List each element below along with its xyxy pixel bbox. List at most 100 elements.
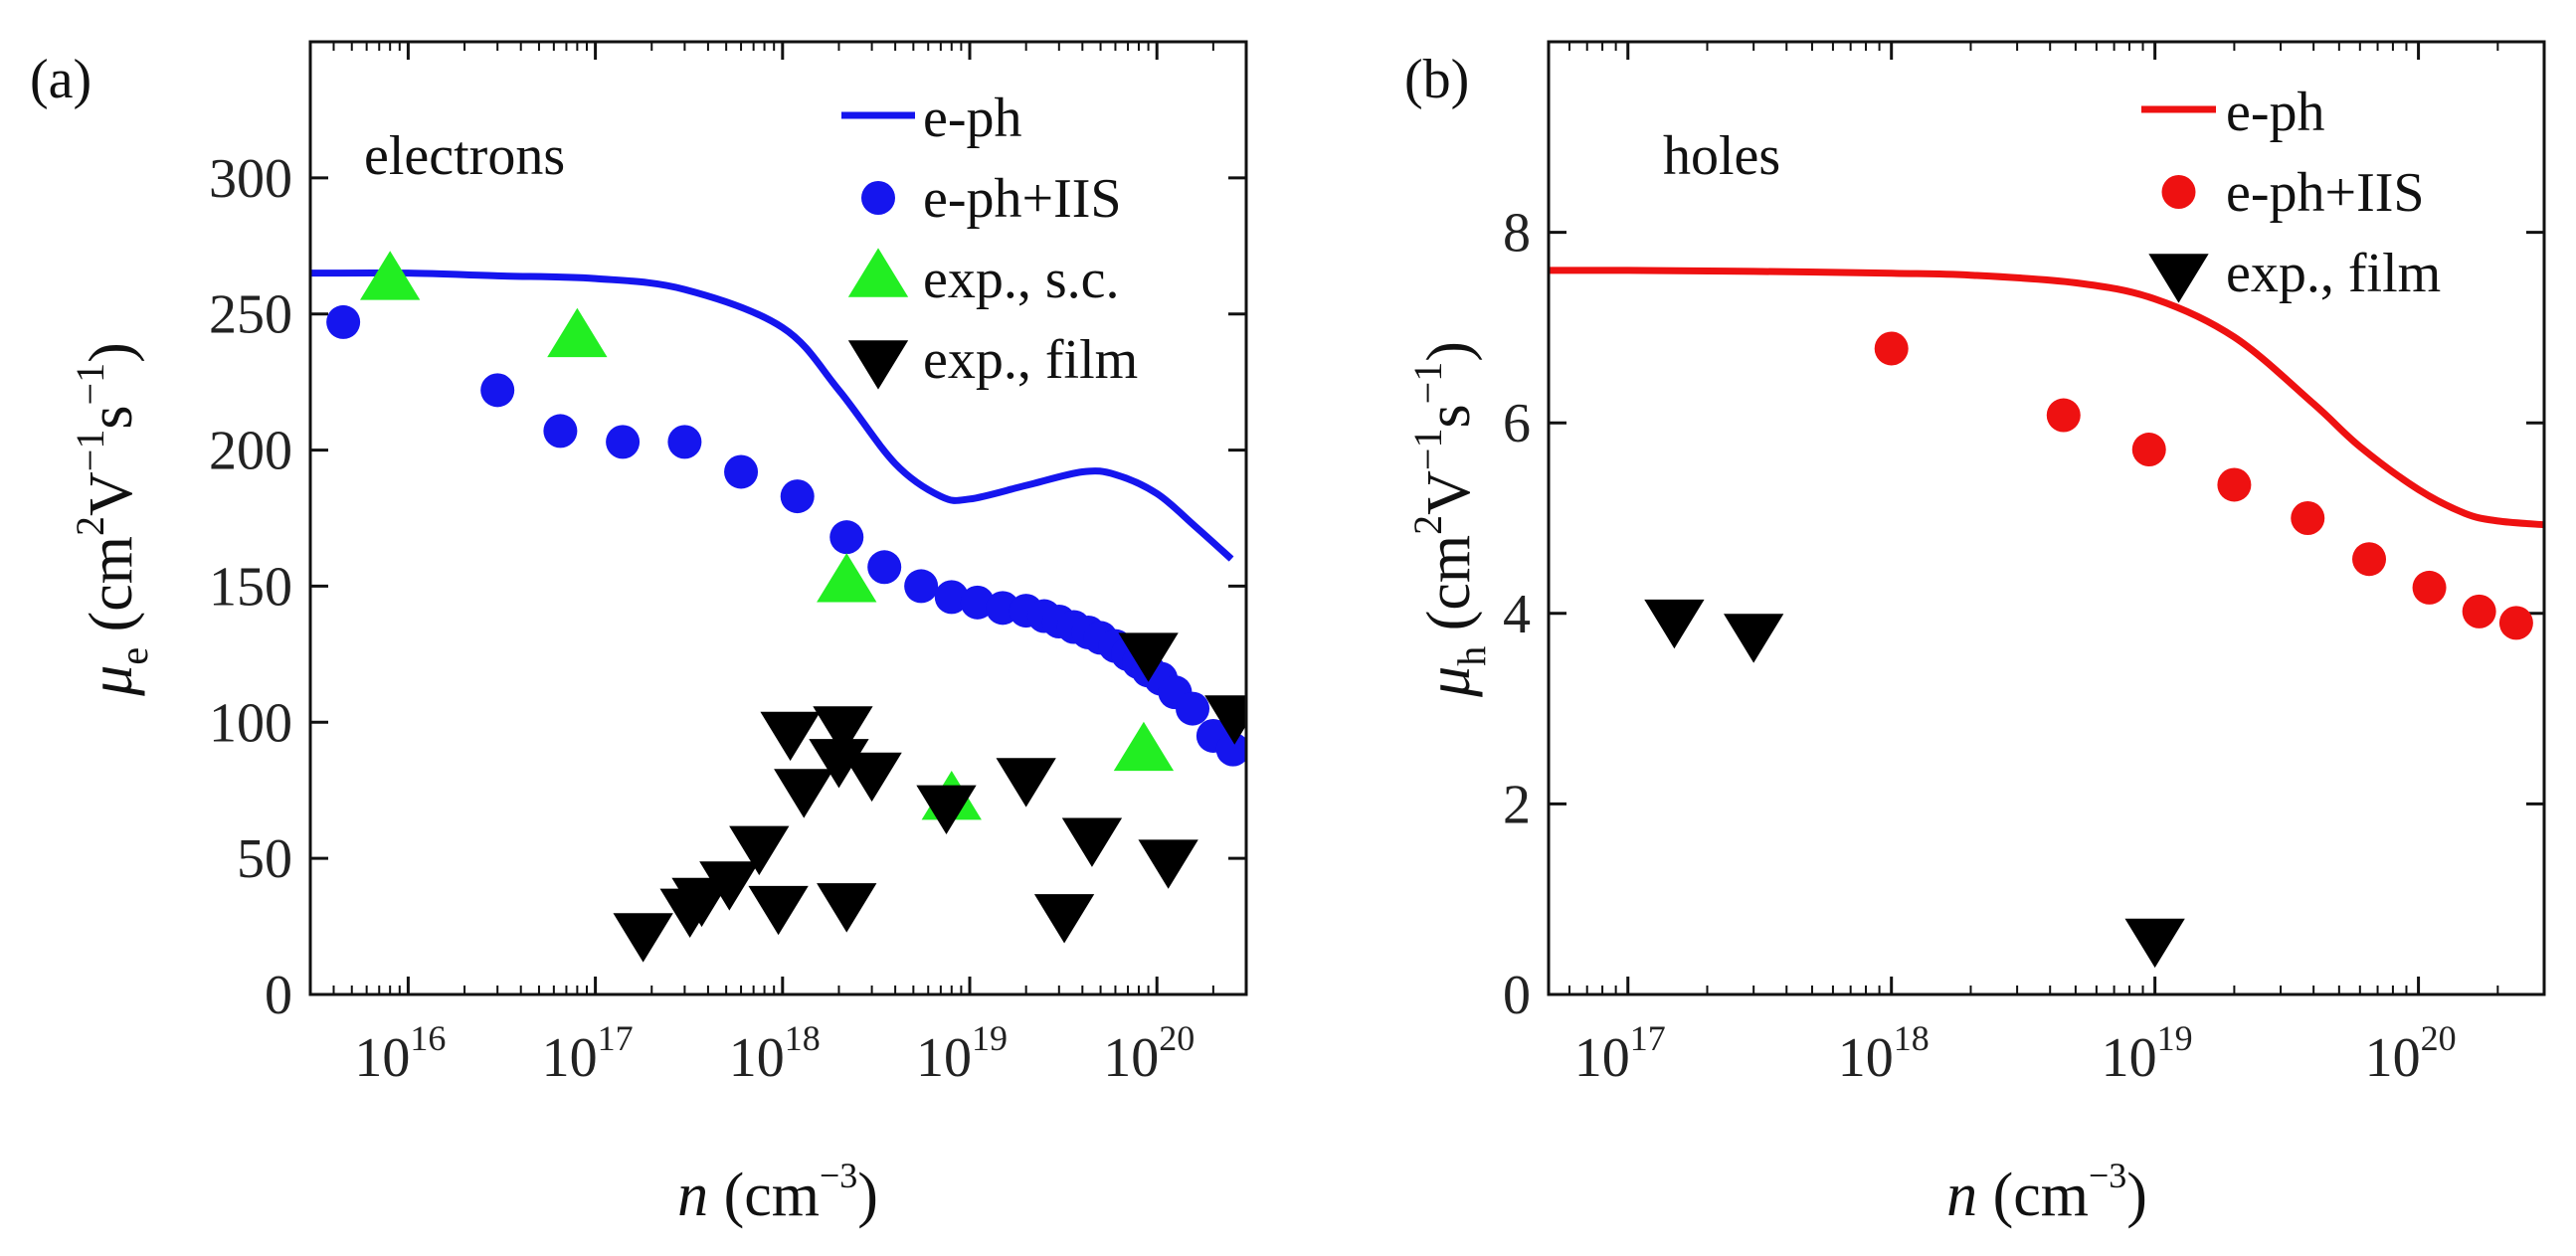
y-axis-unit-exponent: −1 [68, 430, 112, 472]
x-tick-label: 1019 [2102, 1018, 2193, 1089]
carrier-label: electrons [364, 125, 565, 187]
x-tick-label: 1019 [916, 1018, 1008, 1089]
legend-entry-label: e-ph [2226, 82, 2325, 143]
data-layer [310, 251, 1246, 963]
panel-label: (a) [30, 49, 92, 110]
x-tick-base: 10 [729, 1027, 785, 1089]
panel-label: (b) [1404, 49, 1469, 110]
data-point [2291, 501, 2325, 535]
y-axis-unit: (cm [78, 536, 145, 647]
x-tick-exponent: 18 [1894, 1018, 1930, 1058]
data-point [904, 569, 939, 604]
line-series-path [310, 269, 1234, 562]
x-axis-unit: (cm [708, 1162, 820, 1229]
x-tick-label: 1018 [729, 1018, 821, 1089]
y-axis-unit-exponent: 2 [68, 516, 112, 536]
series-exp-s-c [360, 251, 1175, 820]
y-tick-label: 200 [209, 421, 292, 482]
legend-entry-label: exp., film [2226, 243, 2441, 304]
data-point [2352, 542, 2387, 577]
data-point [760, 711, 821, 762]
y-axis-subscript: h [1449, 646, 1494, 666]
data-point [2046, 398, 2081, 433]
legend-entry-label: exp., film [923, 329, 1138, 391]
y-axis-paren: ) [78, 342, 145, 363]
data-point [606, 425, 641, 459]
x-axis-variable: n [1946, 1162, 1977, 1229]
x-axis-variable: n [677, 1162, 708, 1229]
x-tick-exponent: 20 [2421, 1018, 2457, 1058]
data-point [2124, 918, 2185, 969]
y-axis-unit-exponent: −1 [1405, 429, 1450, 471]
data-point [996, 758, 1056, 807]
y-axis-unit: V [1415, 470, 1483, 515]
y-axis-unit: s [78, 405, 145, 429]
data-point [809, 739, 869, 789]
x-tick-base: 10 [1103, 1027, 1159, 1089]
x-tick-base: 10 [1838, 1027, 1894, 1089]
data-point [748, 885, 809, 936]
x-tick-label: 1020 [2365, 1018, 2457, 1089]
data-point [916, 785, 977, 835]
data-point [817, 553, 877, 603]
y-axis-unit: (cm [1415, 535, 1483, 646]
y-axis-variable: μ [1415, 666, 1483, 698]
y-axis-label: μh (cm2V−1s−1) [1405, 341, 1494, 698]
series-e-ph-iis [1874, 331, 2533, 640]
data-point [1118, 632, 1179, 682]
data-point [547, 307, 608, 358]
y-tick-label: 50 [237, 828, 292, 890]
y-axis-unit: V [78, 471, 145, 516]
data-point [671, 877, 732, 928]
data-point [480, 373, 515, 408]
line-series-path [1549, 267, 2544, 529]
legend-marker [861, 181, 895, 215]
data-point [1033, 894, 1095, 944]
y-tick-label: 2 [1503, 774, 1531, 835]
y-axis-label: μe (cm2V−1s−1) [68, 342, 156, 696]
axes-box [1547, 40, 2546, 996]
y-tick-label: 150 [209, 556, 292, 618]
y-axis-paren: ) [1415, 341, 1483, 362]
data-point [813, 706, 873, 756]
x-axis-label: n (cm−3) [677, 1156, 878, 1229]
data-point [1138, 839, 1198, 889]
axes-box [308, 40, 1248, 996]
legend-marker [2148, 254, 2209, 303]
y-tick-label: 0 [1503, 965, 1531, 1026]
data-point [1061, 817, 1123, 867]
data-point [780, 479, 815, 514]
x-tick-base: 10 [542, 1027, 598, 1089]
x-tick-exponent: 17 [1630, 1018, 1666, 1058]
data-point [613, 913, 673, 963]
y-tick-label: 300 [209, 148, 292, 210]
x-axis-label: n (cm−3) [1946, 1156, 2147, 1229]
x-tick-exponent: 16 [410, 1018, 446, 1058]
x-axis-paren: ) [857, 1162, 878, 1229]
x-tick-label: 1016 [354, 1018, 446, 1089]
data-point [829, 520, 864, 555]
y-tick-label: 250 [209, 284, 292, 346]
data-point [1113, 721, 1175, 772]
data-point [1176, 691, 1210, 726]
data-point [667, 425, 702, 459]
legend-entry-label: e-ph [923, 88, 1022, 149]
x-tick-label: 1017 [1574, 1018, 1666, 1089]
series-exp-film [1644, 599, 2185, 969]
data-point [934, 580, 969, 615]
data-point [1874, 331, 1909, 366]
x-tick-exponent: 20 [1159, 1018, 1195, 1058]
data-point [2412, 570, 2447, 605]
x-tick-base: 10 [354, 1027, 410, 1089]
data-point [2462, 594, 2496, 628]
y-tick-label: 4 [1503, 584, 1531, 645]
y-axis-unit-exponent: −1 [68, 363, 112, 406]
carrier-label: holes [1663, 125, 1780, 187]
series-e-ph [310, 269, 1234, 562]
data-point [2498, 606, 2533, 640]
x-tick-exponent: 19 [972, 1018, 1008, 1058]
data-point [729, 825, 790, 876]
data-point [699, 861, 760, 911]
y-axis-unit-exponent: 2 [1405, 515, 1450, 535]
y-tick-label: 0 [265, 965, 292, 1026]
